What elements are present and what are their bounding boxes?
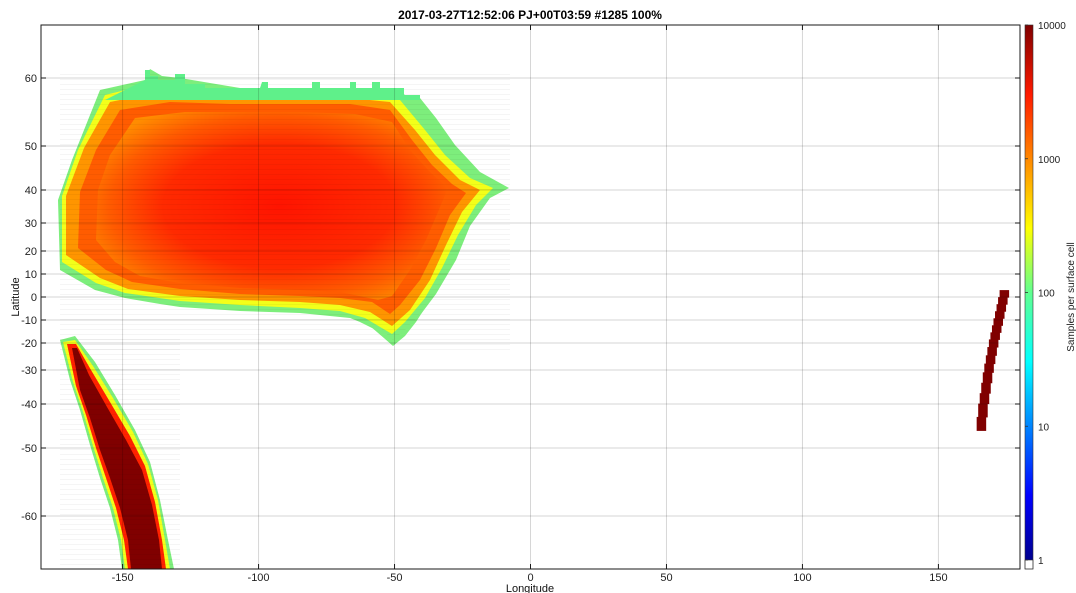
x-tick-label: -50 <box>387 572 403 584</box>
x-axis-label: Longitude <box>506 583 554 593</box>
east-strip-cell <box>978 403 988 418</box>
y-tick-label: 30 <box>25 218 37 230</box>
colorbar-tick-label: 100 <box>1038 289 1055 300</box>
east-strip-cell <box>999 290 1010 298</box>
y-tick-label: -30 <box>21 365 37 377</box>
east-strip-cell <box>990 332 1000 340</box>
east-strip-cell <box>998 297 1008 305</box>
east-strip-cell <box>991 325 1002 333</box>
y-tick-labels: 60 50 40 30 20 10 0 -10 -20 -30 -40 -50 -60 <box>21 73 37 523</box>
y-axis-label: Latitude <box>10 277 22 316</box>
y-tick-label: 60 <box>25 73 37 85</box>
x-tick-label: 0 <box>527 572 533 584</box>
y-tick-label: 50 <box>25 141 37 153</box>
y-tick-label: -40 <box>21 399 37 411</box>
east-strip-cell <box>985 355 996 365</box>
colorbar: 1 10 100 1000 10000 Samples per surface cell <box>1024 21 1076 570</box>
y-tick-label: 0 <box>31 292 37 304</box>
y-tick-label: -60 <box>21 511 37 523</box>
grid-lines <box>41 25 1020 569</box>
colorbar-tick-label: 10000 <box>1038 21 1066 32</box>
y-tick-label: -10 <box>21 315 37 327</box>
east-strip-cell <box>976 416 987 431</box>
colorbar-below-range-swatch <box>1024 559 1034 570</box>
east-strip-cell <box>982 372 993 384</box>
x-tick-label: 150 <box>929 572 947 584</box>
colorbar-gradient <box>1025 25 1033 560</box>
colorbar-label: Samples per surface cell <box>1066 242 1076 352</box>
x-tick-label: -100 <box>248 572 270 584</box>
southern-coverage-region <box>60 336 180 569</box>
colorbar-tick-label: 1000 <box>1038 155 1061 166</box>
east-strip-cell <box>996 304 1007 312</box>
east-strip-cell <box>993 318 1004 326</box>
east-strip-cell <box>981 382 991 394</box>
coverage-layer <box>58 69 1010 569</box>
chart-title: 2017-03-27T12:52:06 PJ+00T03:59 #1285 10… <box>398 8 662 22</box>
eastern-coverage-region <box>976 290 1010 431</box>
colorbar-tick-label: 1 <box>1038 556 1044 567</box>
east-strip-cell <box>995 311 1005 319</box>
tick-marks <box>41 25 1020 569</box>
y-tick-label: 20 <box>25 246 37 258</box>
x-tick-labels: -150 -100 -50 0 50 100 150 <box>112 572 948 584</box>
colorbar-tick-label: 10 <box>1038 422 1050 433</box>
colorbar-ticks: 1 10 100 1000 10000 <box>1025 21 1066 567</box>
north-spikes <box>105 70 420 100</box>
east-strip-cell <box>988 339 999 348</box>
x-tick-label: -150 <box>112 572 134 584</box>
east-strip-cell <box>984 363 994 373</box>
y-tick-label: -50 <box>21 443 37 455</box>
y-tick-label: 10 <box>25 269 37 281</box>
y-tick-label: 40 <box>25 185 37 197</box>
x-tick-label: 100 <box>793 572 811 584</box>
east-strip-cell <box>987 347 997 356</box>
y-tick-label: -20 <box>21 338 37 350</box>
northern-coverage-region <box>58 69 510 350</box>
x-tick-label: 50 <box>660 572 672 584</box>
east-strip-cell <box>979 393 990 405</box>
colorbar-frame <box>1024 24 1034 570</box>
